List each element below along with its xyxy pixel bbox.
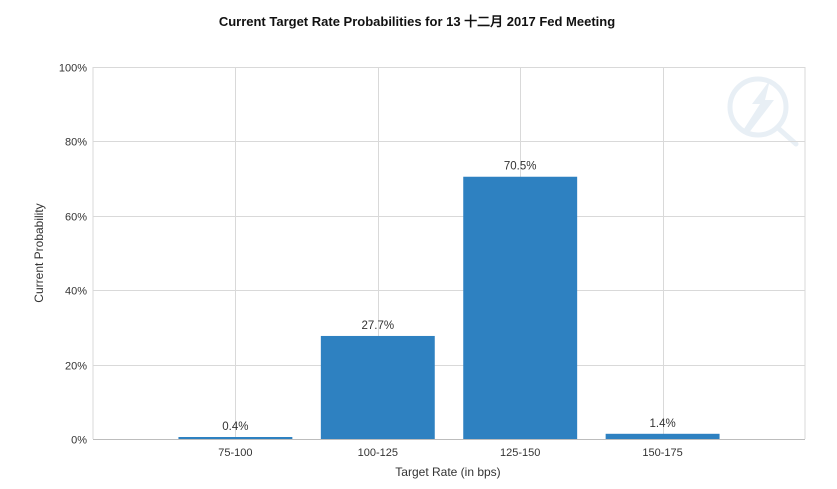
lightning-globe-watermark-icon bbox=[727, 76, 799, 147]
chart-title: Current Target Rate Probabilities for 13… bbox=[219, 14, 615, 29]
bar-75-100 bbox=[178, 437, 293, 439]
bar-100-125 bbox=[320, 335, 435, 439]
x-tick-label: 150-175 bbox=[642, 447, 682, 459]
data-label: 0.4% bbox=[222, 421, 248, 433]
y-tick-label: 100% bbox=[59, 63, 87, 75]
bars bbox=[178, 176, 720, 440]
x-tick-label: 125-150 bbox=[500, 447, 540, 459]
y-axis-label: Current Probability bbox=[32, 203, 46, 302]
y-tick-label: 80% bbox=[65, 137, 87, 149]
x-axis-ticks: 75-100 100-125 125-150 150-175 bbox=[218, 447, 683, 459]
x-axis-label: Target Rate (in bps) bbox=[395, 465, 500, 479]
y-tick-label: 20% bbox=[65, 361, 87, 373]
y-tick-label: 0% bbox=[71, 435, 87, 447]
y-axis-ticks: 0% 20% 40% 60% 80% 100% bbox=[59, 63, 87, 447]
gridlines bbox=[92, 67, 806, 440]
data-label: 70.5% bbox=[504, 161, 537, 173]
x-tick-label: 100-125 bbox=[358, 447, 398, 459]
y-tick-label: 60% bbox=[65, 212, 87, 224]
data-label: 27.7% bbox=[361, 320, 394, 332]
bar-150-175 bbox=[605, 433, 720, 439]
data-label: 1.4% bbox=[649, 418, 675, 430]
x-tick-label: 75-100 bbox=[218, 447, 252, 459]
y-tick-label: 40% bbox=[65, 286, 87, 298]
data-labels: 0.4% 27.7% 70.5% 1.4% bbox=[222, 161, 675, 433]
bar-125-150 bbox=[463, 176, 578, 440]
